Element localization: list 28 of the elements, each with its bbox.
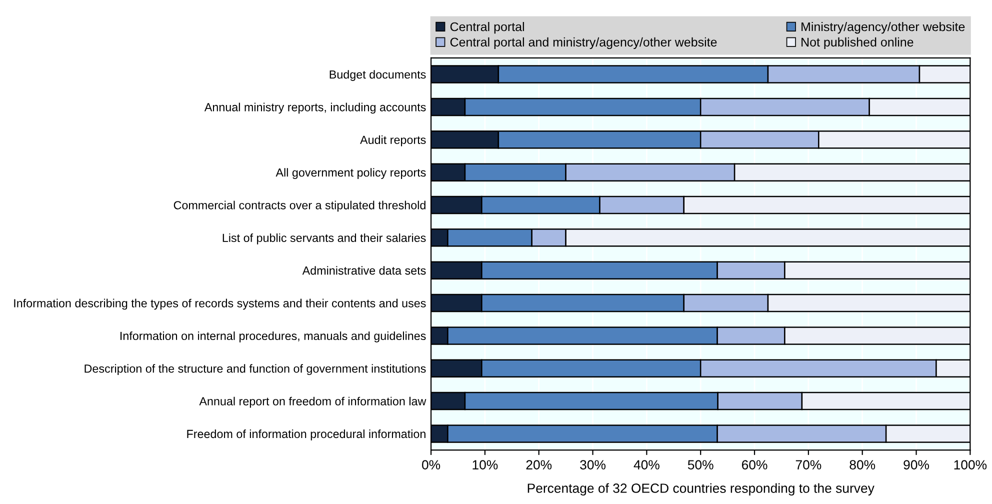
x-tick-label: 10% — [472, 460, 498, 470]
y-tick-label: Description of the structure and function of government institutions — [84, 364, 426, 376]
x-tick-label: 80% — [850, 460, 876, 470]
x-tick-label: 0% — [422, 460, 440, 470]
y-tick-label: Commercial contracts over a stipulated threshold — [174, 200, 426, 212]
x-tick-label: 90% — [904, 460, 929, 470]
x-tick-label: 70% — [796, 460, 822, 470]
legend-label: Central portal — [450, 22, 524, 34]
x-axis-title: Percentage of 32 OECD countries responding to the survey — [528, 483, 874, 496]
x-tick-label: 50% — [688, 460, 714, 470]
y-tick-label: Annual report on freedom of information law — [199, 396, 426, 408]
x-tick-label: 30% — [580, 460, 606, 470]
y-tick-label: Administrative data sets — [302, 266, 426, 275]
y-tick-label: Budget documents — [330, 70, 426, 81]
x-tick-label: 40% — [634, 460, 660, 470]
y-tick-label: Information on internal procedures, manuals and guidelines — [120, 331, 426, 342]
legend-label: Central portal and ministry/agency/other website — [450, 37, 717, 50]
y-tick-label: List of public servants and their salaries — [222, 233, 426, 244]
x-tick-label: 20% — [526, 460, 552, 470]
y-tick-label: Freedom of information procedural information — [187, 430, 426, 440]
legend-label: Not published online — [802, 37, 914, 50]
y-tick-label: Annual ministry reports, including accounts — [204, 102, 426, 114]
x-tick-label: 60% — [742, 460, 768, 470]
x-tick-label: 100% — [954, 460, 987, 470]
y-tick-label: Information describing the types of records systems and their contents and uses — [14, 298, 426, 310]
legend-label: Ministry/agency/other website — [802, 22, 965, 34]
y-tick-label: Audit reports — [360, 135, 426, 146]
y-tick-label: All government policy reports — [276, 168, 426, 179]
